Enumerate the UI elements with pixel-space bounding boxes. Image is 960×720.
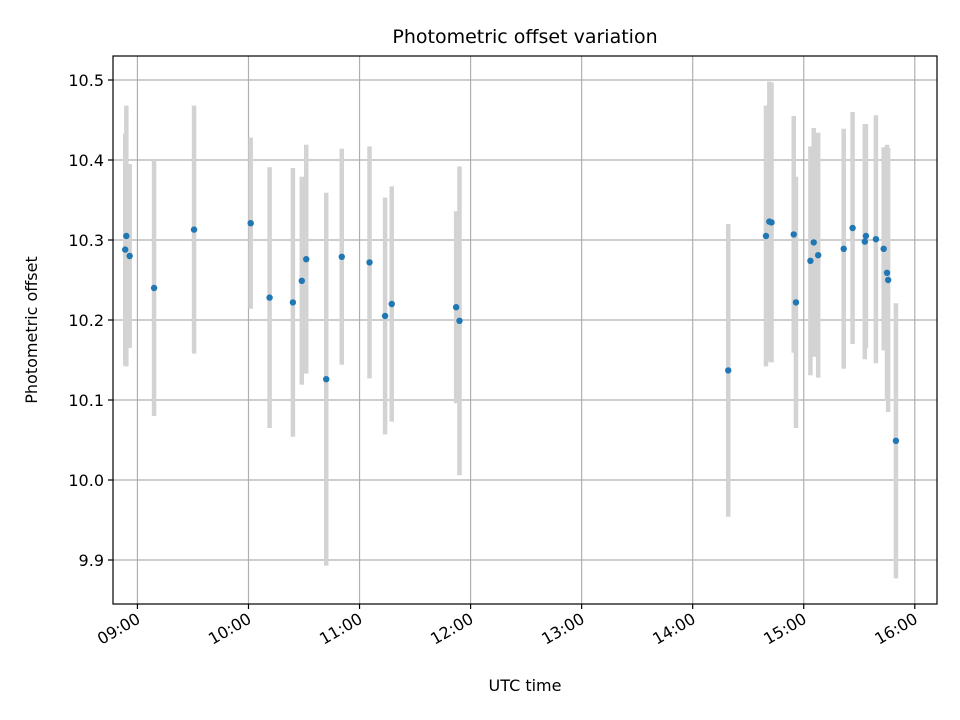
data-point [122,246,129,253]
x-axis-label: UTC time [489,676,562,695]
plot-frame [112,55,938,605]
chart-title: Photometric offset variation [392,26,657,48]
data-point [880,245,887,252]
grid [113,56,937,604]
data-point [892,437,900,444]
y-tick-label: 10.4 [68,151,104,170]
x-tick-label: 14:00 [649,609,698,649]
x-tick-label: 11:00 [316,609,365,649]
data-point [862,232,870,240]
x-tick-label: 13:00 [538,609,587,649]
data-point [814,252,822,259]
data-point [872,236,880,243]
error-bars [122,81,899,579]
data-point [366,259,373,266]
data-point [266,294,273,301]
data-point [289,299,297,306]
data-point [849,224,856,232]
data-point [388,300,395,308]
data-point [456,317,463,324]
y-tick-label: 10.3 [68,231,104,250]
data-point [792,299,800,306]
data-point [762,232,770,240]
data-point [883,269,891,276]
data-point [452,304,460,311]
data-point [303,256,310,263]
y-tick-label: 10.1 [68,391,104,410]
y-tick-label: 10.5 [68,71,104,90]
y-tick-label: 9.9 [79,551,104,570]
data-point [725,367,732,374]
data-point [150,284,158,292]
data-point [338,253,345,260]
x-tick-label: 12:00 [427,609,476,649]
data-point [884,276,892,284]
y-tick-label: 10.2 [68,311,104,330]
data-point [123,232,130,240]
x-axis: 09:00 10:00 11:00 12:00 13:00 14:00 15:00 16:00 [94,604,921,649]
data-point [298,277,305,284]
data-point [247,220,254,227]
data-point [840,245,847,252]
data-point [768,219,775,226]
y-axis-label: Photometric offset [22,256,41,404]
data-point [861,238,869,245]
y-axis: 9.9 10.0 10.1 10.2 10.3 10.4 10.5 [68,71,113,570]
y-tick-label: 10.0 [68,471,104,490]
data-point [323,376,330,383]
data-point [126,252,133,260]
data-points [122,218,900,444]
x-tick-label: 10:00 [205,609,254,649]
data-point [810,239,817,246]
x-tick-label: 15:00 [760,609,809,649]
x-tick-label: 09:00 [94,609,143,649]
data-point [381,312,389,320]
x-tick-label: 16:00 [871,609,920,649]
data-point [790,231,797,238]
data-point [807,257,814,264]
data-point [190,226,198,233]
